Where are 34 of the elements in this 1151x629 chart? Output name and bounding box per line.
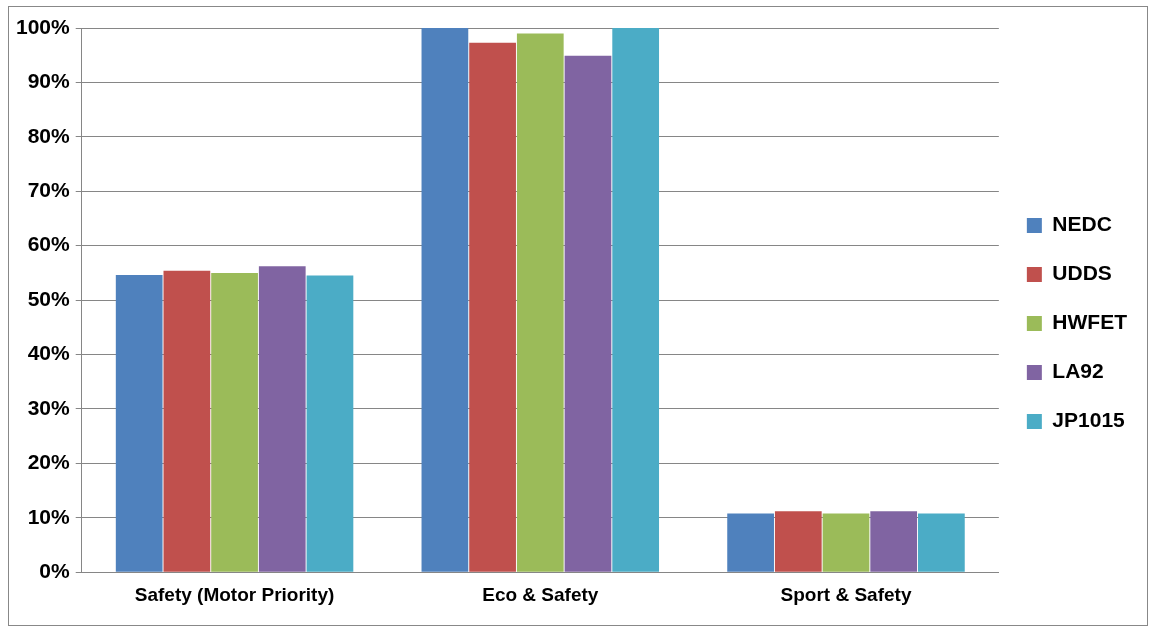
bar (822, 513, 870, 572)
bar (306, 275, 354, 572)
bar (564, 55, 612, 572)
y-tick-label: 80% (27, 123, 71, 147)
bar (163, 270, 211, 572)
bar (774, 511, 822, 572)
legend-label: NEDC (1052, 212, 1112, 236)
legend-label: LA92 (1052, 359, 1104, 383)
y-tick-label: 40% (27, 341, 71, 365)
legend-label: UDDS (1052, 261, 1112, 285)
bar (421, 28, 469, 572)
bar (918, 513, 965, 572)
bar (258, 266, 306, 572)
x-tick-label: Sport & Safety (780, 583, 912, 605)
x-tick-label: Safety (Motor Priority) (134, 583, 335, 605)
bar (612, 28, 660, 572)
y-tick-label: 0% (39, 559, 71, 582)
y-tick-label: 100% (15, 14, 71, 38)
y-tick-label: 10% (27, 504, 71, 528)
y-tick-label: 90% (27, 69, 71, 93)
bar (516, 33, 564, 572)
bar (469, 42, 516, 572)
y-tick-label: 20% (27, 450, 71, 474)
bar (870, 511, 918, 572)
y-tick-label: 60% (27, 232, 71, 256)
bar (115, 275, 163, 572)
y-tick-label: 70% (27, 178, 71, 202)
bar (727, 513, 774, 572)
y-tick-label: 50% (27, 286, 71, 310)
legend-label: HWFET (1052, 310, 1128, 334)
bar (211, 272, 258, 572)
legend-label: JP1015 (1052, 408, 1126, 432)
x-tick-label: Eco & Safety (482, 583, 599, 605)
y-tick-label: 30% (27, 395, 71, 419)
